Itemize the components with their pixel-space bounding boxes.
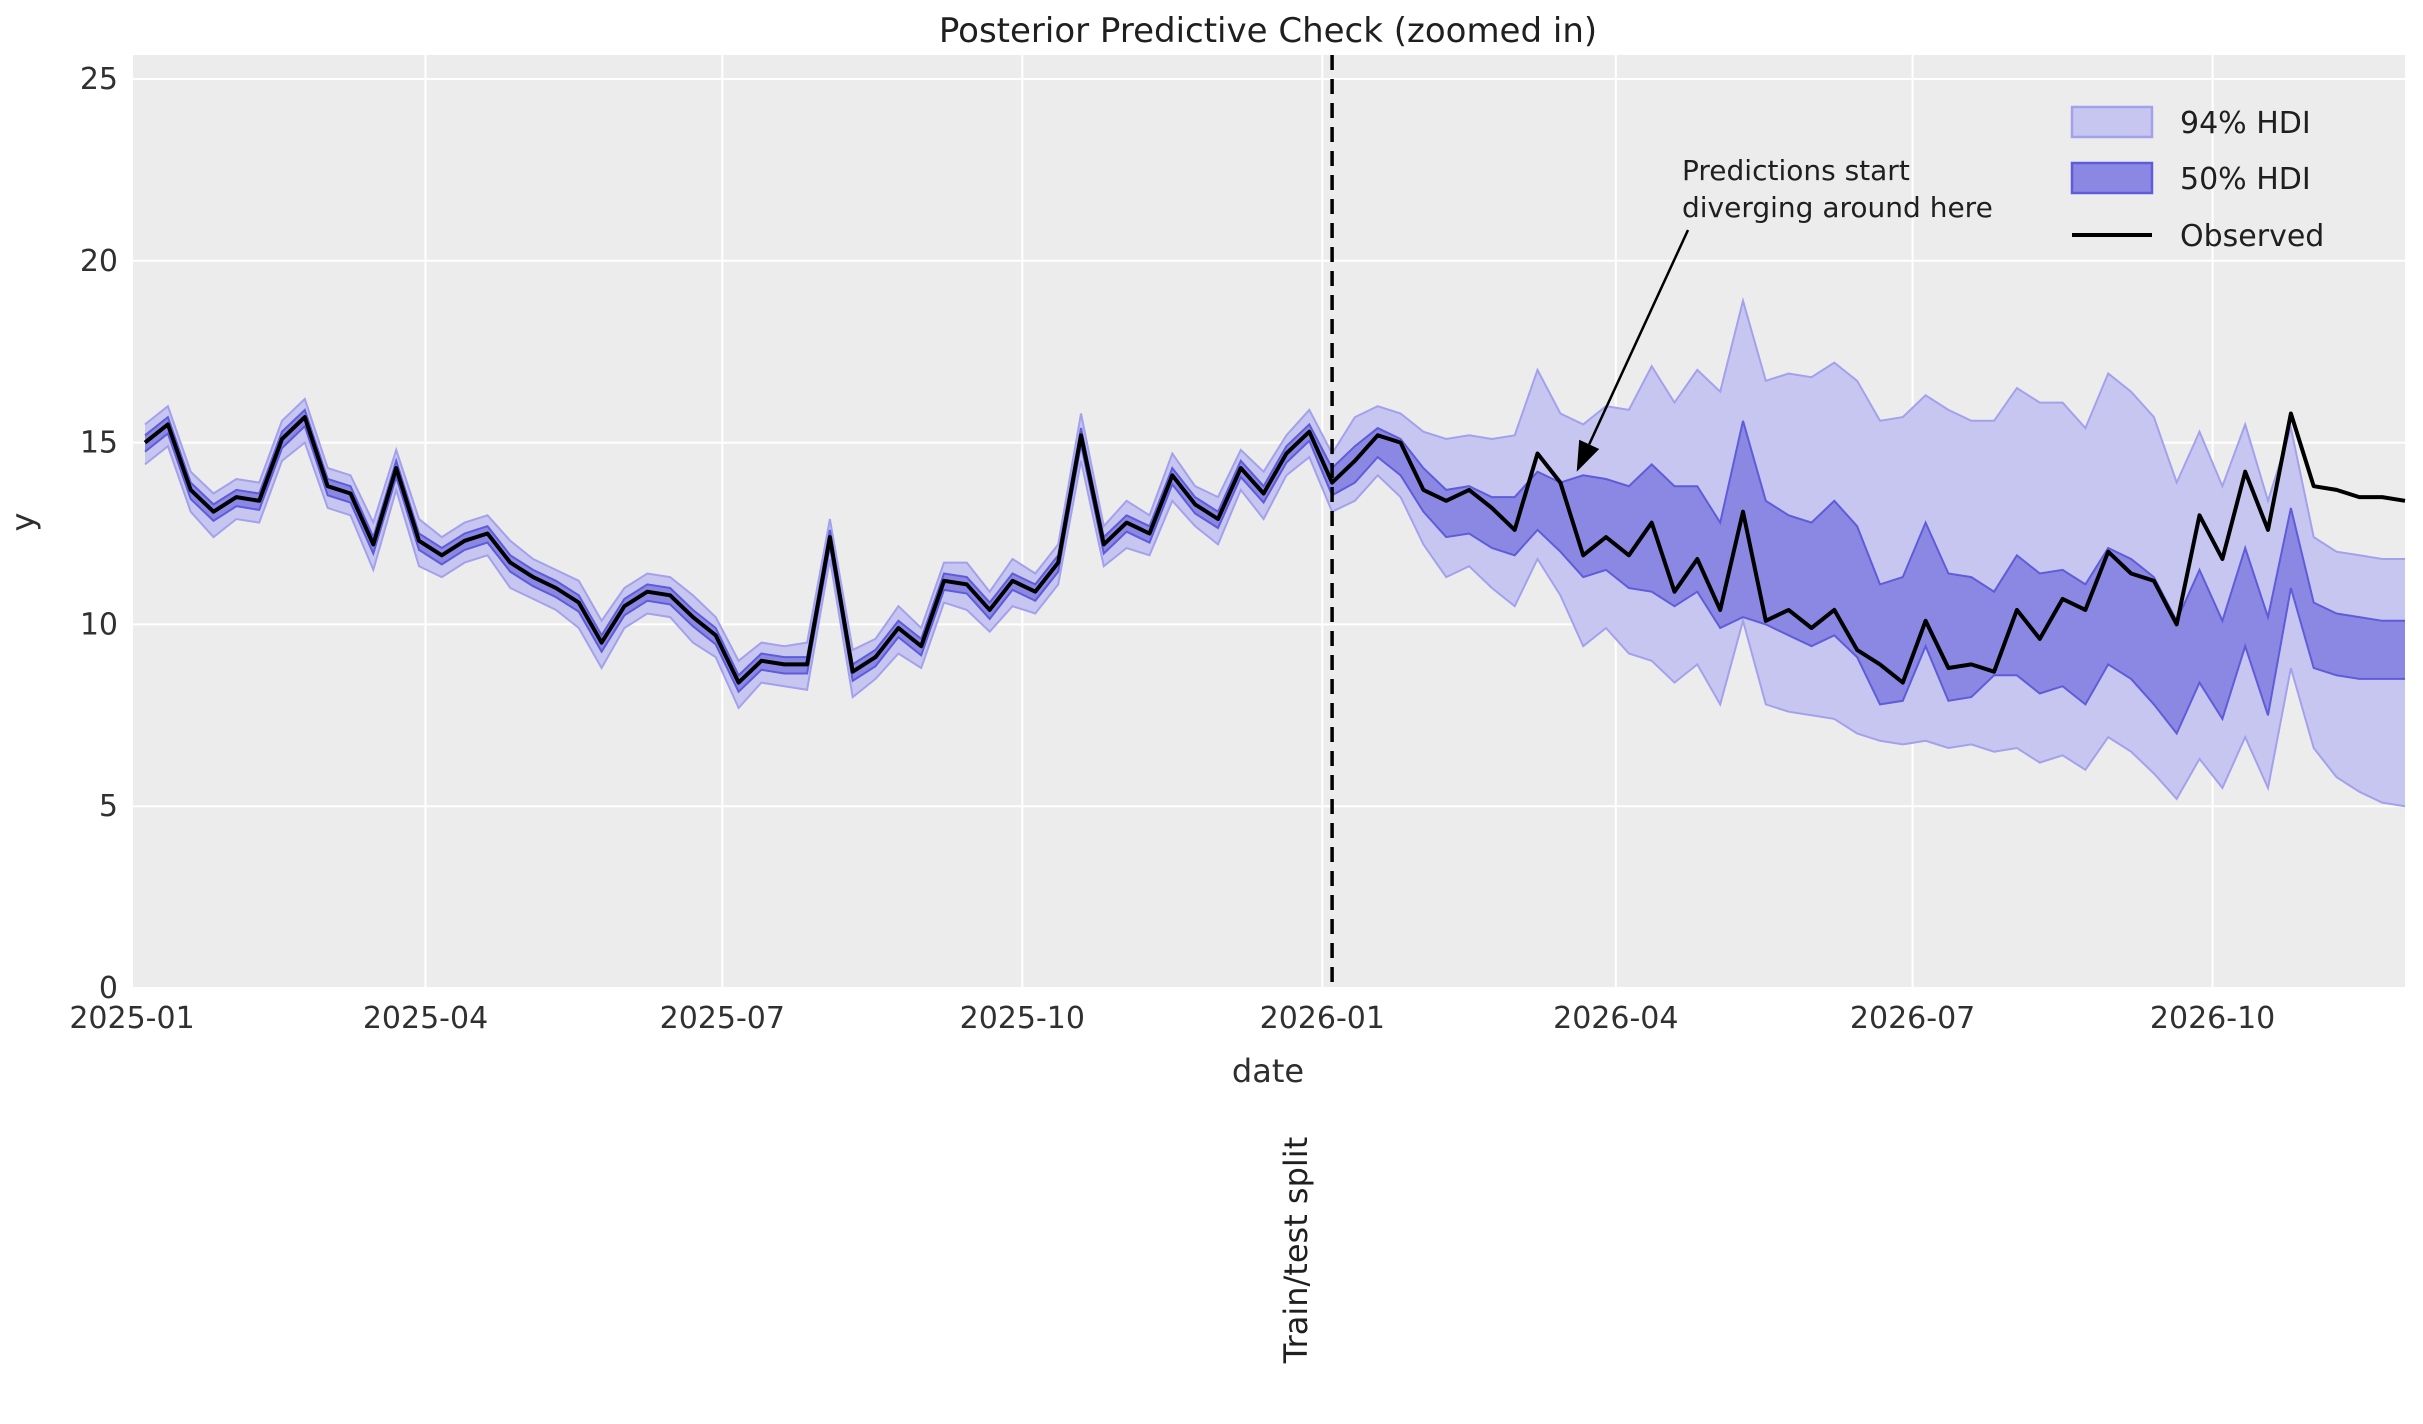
hdi94-upper-edge xyxy=(144,296,2405,663)
legend-swatch-50hdi-patch xyxy=(2070,161,2154,195)
x-tick-label: 2026-10 xyxy=(2150,1001,2275,1036)
y-tick-label: 20 xyxy=(80,244,118,279)
legend-swatch-94hdi-patch xyxy=(2070,105,2154,139)
x-tick-label: 2026-07 xyxy=(1850,1001,1975,1036)
annotation-line-2: diverging around here xyxy=(1682,191,1993,224)
legend-label-50hdi: 50% HDI xyxy=(2180,162,2311,197)
legend-label-observed: Observed xyxy=(2180,219,2324,254)
x-tick-label: 2026-04 xyxy=(1553,1001,1678,1036)
x-tick-label: 2025-10 xyxy=(960,1001,1085,1036)
x-tick-label: 2025-07 xyxy=(660,1001,785,1036)
gridlines xyxy=(131,55,2405,989)
y-tick-label: 25 xyxy=(80,62,118,97)
hdi94-lower-edge xyxy=(144,440,2406,808)
hdi50-lower-edge xyxy=(144,424,2405,736)
hdi94-band xyxy=(145,300,2405,807)
y-tick-label: 0 xyxy=(99,971,118,1006)
hdi50-upper-edge xyxy=(144,408,2405,677)
x-axis-label: date xyxy=(1232,1052,1304,1090)
train-test-split-label: Train/test split xyxy=(1277,1137,1315,1365)
y-tick-label: 15 xyxy=(80,426,118,461)
x-tick-label: 2025-04 xyxy=(363,1001,488,1036)
y-tick-label: 10 xyxy=(80,607,118,642)
annotation-arrow xyxy=(1576,229,1690,472)
legend-label-94hdi: 94% HDI xyxy=(2180,106,2311,141)
chart-title: Posterior Predictive Check (zoomed in) xyxy=(939,11,1597,51)
legend: 94% HDI 50% HDI Observed xyxy=(2070,105,2324,254)
y-tick-label: 5 xyxy=(99,789,118,824)
tick-labels: 2025-01 2025-04 2025-07 2025-10 2026-01 2026-… xyxy=(69,62,2275,1036)
observed-line xyxy=(143,411,2406,685)
x-tick-label: 2025-01 xyxy=(69,1001,194,1036)
annotation-line-1: Predictions start xyxy=(1682,154,1910,187)
y-axis-label: y xyxy=(4,513,42,532)
x-tick-label: 2026-01 xyxy=(1260,1001,1385,1036)
